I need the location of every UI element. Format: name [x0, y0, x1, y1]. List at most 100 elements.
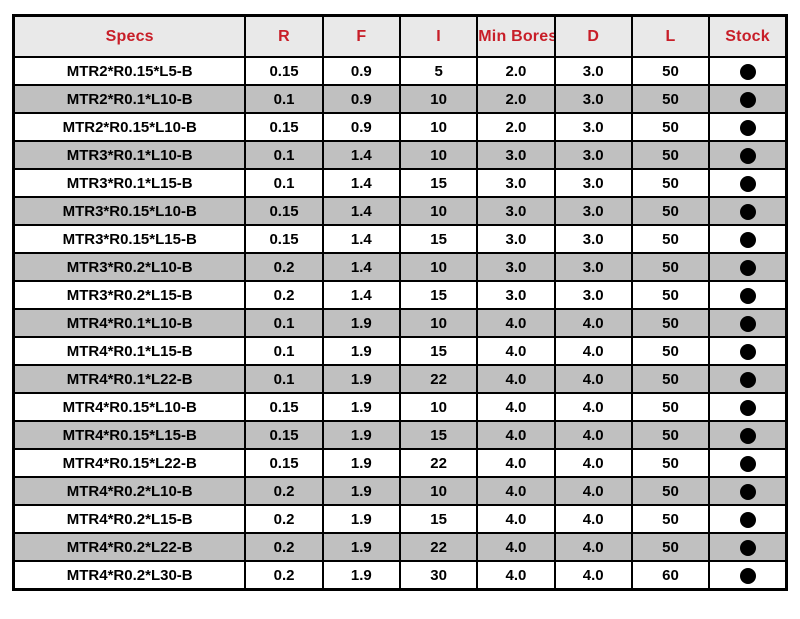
stock-dot-icon: [739, 287, 756, 304]
cell-i: 15: [398, 280, 479, 310]
cell-l: 50: [630, 280, 711, 310]
cell-i: 10: [398, 140, 479, 170]
spec-table: Specs R F I Min Bores D L Stock MTR2*R0.…: [12, 14, 788, 591]
cell-d: 3.0: [553, 280, 633, 310]
cell-d: 4.0: [553, 420, 633, 450]
table-row: MTR4*R0.1*L15-B 0.1 1.9 15 4.0 4.0 50: [12, 336, 788, 366]
cell-l: 50: [630, 112, 711, 142]
cell-d: 3.0: [553, 56, 633, 86]
cell-min-bores: 4.0: [476, 476, 556, 506]
stock-dot-icon: [739, 455, 756, 472]
cell-specs: MTR4*R0.1*L15-B: [12, 336, 247, 366]
stock-dot-icon: [739, 399, 756, 416]
cell-stock: [708, 476, 788, 506]
cell-specs: MTR2*R0.15*L5-B: [12, 56, 247, 86]
cell-specs: MTR2*R0.15*L10-B: [12, 112, 247, 142]
cell-r: 0.15: [244, 448, 324, 478]
cell-l: 50: [630, 336, 711, 366]
stock-dot-icon: [739, 63, 756, 80]
cell-f: 1.9: [321, 476, 401, 506]
cell-f: 1.4: [321, 168, 401, 198]
cell-stock: [708, 140, 788, 170]
cell-r: 0.1: [244, 84, 324, 114]
stock-dot-icon: [739, 147, 756, 164]
cell-f: 1.4: [321, 280, 401, 310]
cell-stock: [708, 252, 788, 282]
cell-min-bores: 4.0: [476, 336, 556, 366]
cell-d: 4.0: [553, 560, 633, 591]
cell-stock: [708, 448, 788, 478]
cell-d: 3.0: [553, 252, 633, 282]
cell-min-bores: 3.0: [476, 224, 556, 254]
cell-min-bores: 4.0: [476, 392, 556, 422]
cell-min-bores: 2.0: [476, 84, 556, 114]
cell-min-bores: 4.0: [476, 364, 556, 394]
cell-f: 1.9: [321, 448, 401, 478]
table-row: MTR4*R0.15*L10-B 0.15 1.9 10 4.0 4.0 50: [12, 392, 788, 422]
header-row: Specs R F I Min Bores D L Stock: [12, 14, 788, 58]
stock-dot-icon: [739, 259, 756, 276]
cell-specs: MTR3*R0.1*L15-B: [12, 168, 247, 198]
cell-min-bores: 4.0: [476, 504, 556, 534]
cell-f: 1.4: [321, 140, 401, 170]
cell-f: 0.9: [321, 56, 401, 86]
stock-dot-icon: [739, 119, 756, 136]
cell-f: 1.9: [321, 392, 401, 422]
cell-stock: [708, 308, 788, 338]
cell-stock: [708, 112, 788, 142]
cell-i: 15: [398, 224, 479, 254]
cell-l: 50: [630, 84, 711, 114]
cell-d: 3.0: [553, 112, 633, 142]
table-row: MTR4*R0.15*L22-B 0.15 1.9 22 4.0 4.0 50: [12, 448, 788, 478]
cell-r: 0.2: [244, 560, 324, 591]
cell-f: 1.4: [321, 224, 401, 254]
cell-i: 15: [398, 420, 479, 450]
table-row: MTR2*R0.15*L10-B 0.15 0.9 10 2.0 3.0 50: [12, 112, 788, 142]
cell-specs: MTR3*R0.15*L10-B: [12, 196, 247, 226]
cell-specs: MTR3*R0.2*L15-B: [12, 280, 247, 310]
table-row: MTR4*R0.2*L22-B 0.2 1.9 22 4.0 4.0 50: [12, 532, 788, 562]
column-header-min-bores: Min Bores: [476, 14, 556, 58]
cell-r: 0.15: [244, 56, 324, 86]
cell-specs: MTR2*R0.1*L10-B: [12, 84, 247, 114]
cell-d: 3.0: [553, 196, 633, 226]
cell-specs: MTR3*R0.15*L15-B: [12, 224, 247, 254]
cell-d: 4.0: [553, 364, 633, 394]
cell-stock: [708, 224, 788, 254]
cell-f: 1.9: [321, 532, 401, 562]
cell-min-bores: 2.0: [476, 112, 556, 142]
cell-min-bores: 4.0: [476, 560, 556, 591]
stock-dot-icon: [739, 427, 756, 444]
cell-f: 1.9: [321, 560, 401, 591]
cell-d: 4.0: [553, 308, 633, 338]
column-header-stock: Stock: [708, 14, 788, 58]
table-row: MTR3*R0.2*L10-B 0.2 1.4 10 3.0 3.0 50: [12, 252, 788, 282]
cell-r: 0.2: [244, 280, 324, 310]
cell-l: 50: [630, 532, 711, 562]
table-row: MTR4*R0.1*L10-B 0.1 1.9 10 4.0 4.0 50: [12, 308, 788, 338]
cell-d: 4.0: [553, 336, 633, 366]
cell-specs: MTR4*R0.2*L30-B: [12, 560, 247, 591]
cell-min-bores: 4.0: [476, 448, 556, 478]
stock-dot-icon: [739, 343, 756, 360]
cell-l: 50: [630, 364, 711, 394]
cell-l: 50: [630, 392, 711, 422]
cell-d: 3.0: [553, 168, 633, 198]
cell-d: 3.0: [553, 224, 633, 254]
stock-dot-icon: [739, 231, 756, 248]
cell-specs: MTR4*R0.1*L10-B: [12, 308, 247, 338]
stock-dot-icon: [739, 483, 756, 500]
table-row: MTR4*R0.2*L30-B 0.2 1.9 30 4.0 4.0 60: [12, 560, 788, 591]
cell-l: 50: [630, 140, 711, 170]
cell-r: 0.15: [244, 392, 324, 422]
cell-r: 0.15: [244, 196, 324, 226]
cell-d: 4.0: [553, 532, 633, 562]
cell-i: 10: [398, 252, 479, 282]
cell-stock: [708, 364, 788, 394]
table-row: MTR3*R0.15*L10-B 0.15 1.4 10 3.0 3.0 50: [12, 196, 788, 226]
cell-stock: [708, 84, 788, 114]
cell-min-bores: 4.0: [476, 420, 556, 450]
cell-f: 1.9: [321, 308, 401, 338]
cell-f: 1.9: [321, 364, 401, 394]
column-header-l: L: [630, 14, 711, 58]
